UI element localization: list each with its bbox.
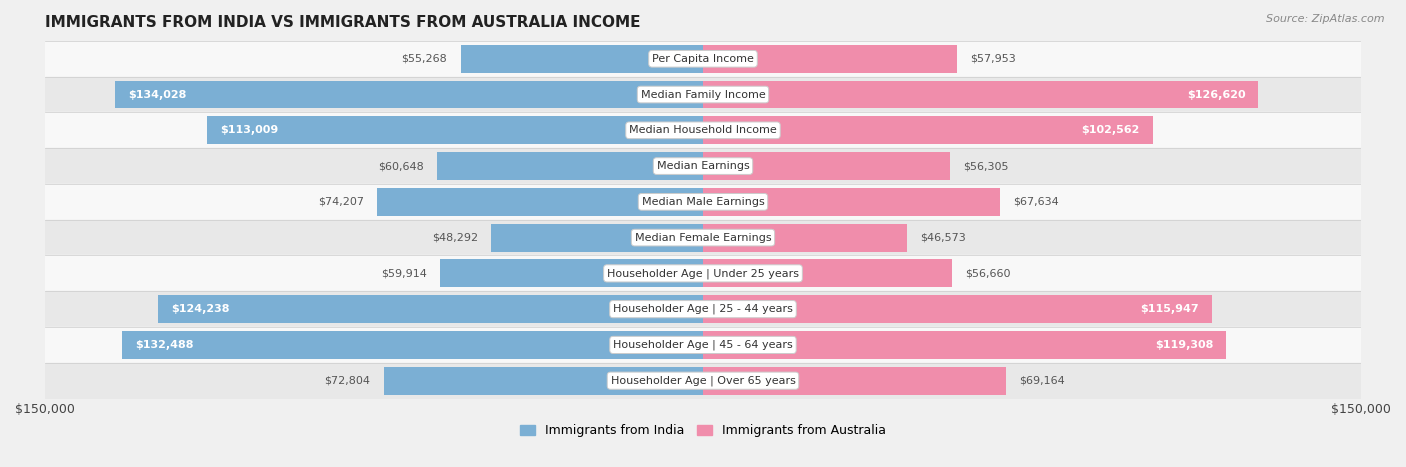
Bar (157, 295, 703, 323)
Bar (703, 81, 1258, 108)
Bar (45, 291, 1361, 327)
Text: $132,488: $132,488 (135, 340, 194, 350)
Bar (440, 260, 703, 287)
Text: $59,914: $59,914 (381, 269, 427, 278)
Text: IMMIGRANTS FROM INDIA VS IMMIGRANTS FROM AUSTRALIA INCOME: IMMIGRANTS FROM INDIA VS IMMIGRANTS FROM… (45, 15, 641, 30)
Bar (377, 188, 703, 216)
Bar (45, 113, 1361, 148)
Text: $56,305: $56,305 (963, 161, 1008, 171)
Text: $46,573: $46,573 (921, 233, 966, 243)
Bar (45, 184, 1361, 220)
Text: $72,804: $72,804 (325, 375, 370, 386)
Text: Median Family Income: Median Family Income (641, 90, 765, 99)
Text: $115,947: $115,947 (1140, 304, 1198, 314)
Text: $74,207: $74,207 (318, 197, 364, 207)
Text: $48,292: $48,292 (432, 233, 478, 243)
Text: $67,634: $67,634 (1012, 197, 1059, 207)
Text: $57,953: $57,953 (970, 54, 1017, 64)
Bar (45, 255, 1361, 291)
Bar (703, 116, 1153, 144)
Bar (45, 220, 1361, 255)
Bar (45, 77, 1361, 113)
Bar (45, 41, 1361, 77)
Bar (115, 81, 703, 108)
Bar (703, 260, 952, 287)
Text: $134,028: $134,028 (128, 90, 187, 99)
Text: Median Household Income: Median Household Income (628, 125, 778, 135)
Text: Median Earnings: Median Earnings (657, 161, 749, 171)
Text: $126,620: $126,620 (1187, 90, 1246, 99)
Bar (703, 224, 907, 252)
Text: Householder Age | Under 25 years: Householder Age | Under 25 years (607, 268, 799, 279)
Text: Median Female Earnings: Median Female Earnings (634, 233, 772, 243)
Bar (384, 367, 703, 395)
Bar (122, 331, 703, 359)
Text: $56,660: $56,660 (965, 269, 1011, 278)
Bar (207, 116, 703, 144)
Bar (45, 148, 1361, 184)
Bar (703, 367, 1007, 395)
Bar (461, 45, 703, 73)
Text: Householder Age | 25 - 44 years: Householder Age | 25 - 44 years (613, 304, 793, 314)
Text: $55,268: $55,268 (402, 54, 447, 64)
Bar (45, 327, 1361, 363)
Text: $119,308: $119,308 (1154, 340, 1213, 350)
Bar (491, 224, 703, 252)
Text: $102,562: $102,562 (1081, 125, 1140, 135)
Text: Householder Age | Over 65 years: Householder Age | Over 65 years (610, 375, 796, 386)
Text: $60,648: $60,648 (378, 161, 423, 171)
Bar (703, 45, 957, 73)
Bar (45, 363, 1361, 398)
Bar (437, 152, 703, 180)
Text: $124,238: $124,238 (172, 304, 229, 314)
Bar (703, 331, 1226, 359)
Legend: Immigrants from India, Immigrants from Australia: Immigrants from India, Immigrants from A… (515, 419, 891, 442)
Text: Householder Age | 45 - 64 years: Householder Age | 45 - 64 years (613, 340, 793, 350)
Text: Source: ZipAtlas.com: Source: ZipAtlas.com (1267, 14, 1385, 24)
Bar (703, 188, 1000, 216)
Text: Median Male Earnings: Median Male Earnings (641, 197, 765, 207)
Bar (703, 152, 950, 180)
Text: $113,009: $113,009 (221, 125, 278, 135)
Bar (703, 295, 1212, 323)
Text: Per Capita Income: Per Capita Income (652, 54, 754, 64)
Text: $69,164: $69,164 (1019, 375, 1066, 386)
